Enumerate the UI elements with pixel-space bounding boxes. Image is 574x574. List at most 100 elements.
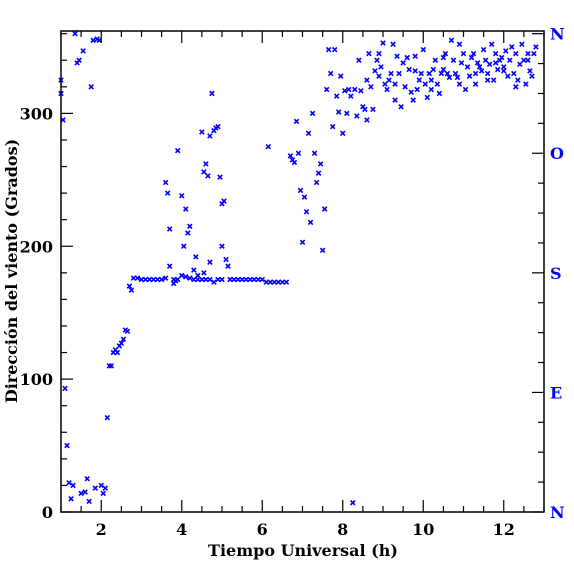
data-point [265, 143, 272, 150]
data-point [476, 64, 483, 70]
data-point [482, 57, 489, 63]
data-point [287, 153, 294, 159]
data-point [293, 118, 300, 125]
data-point [440, 66, 447, 73]
compass-label: O [550, 144, 564, 163]
data-point [76, 57, 82, 63]
data-point [468, 54, 475, 61]
data-point [319, 247, 326, 254]
data-point [458, 60, 465, 66]
data-point [183, 206, 189, 212]
data-point [472, 70, 479, 77]
data-point [315, 170, 322, 176]
data-point [221, 198, 227, 204]
data-point [412, 68, 418, 74]
data-point [201, 270, 207, 276]
data-point [126, 283, 133, 289]
data-point [100, 490, 107, 497]
axis-ticks [60, 31, 545, 513]
data-point [348, 93, 354, 99]
data-point [382, 81, 388, 87]
data-point [195, 272, 201, 279]
data-point [362, 106, 368, 113]
data-point [456, 81, 463, 87]
data-point [460, 50, 467, 57]
data-point [68, 495, 74, 502]
data-point [352, 86, 358, 93]
data-point [341, 88, 348, 94]
data-point [410, 97, 416, 103]
data-point [406, 66, 412, 73]
data-point [364, 77, 370, 83]
data-point [426, 70, 433, 77]
y-tick-labels: 0 100 200 300 [20, 104, 53, 522]
data-point [519, 41, 525, 48]
y-tick-label: 100 [20, 370, 53, 389]
data-point [432, 57, 439, 63]
data-point [124, 328, 131, 335]
data-point [166, 226, 173, 232]
data-point [507, 57, 513, 63]
data-point [199, 129, 205, 135]
data-point [72, 30, 78, 37]
data-point [517, 61, 523, 67]
data-point [500, 68, 507, 74]
data-point [466, 73, 473, 79]
data-point [180, 243, 187, 250]
data-point [335, 109, 342, 115]
data-point [64, 442, 70, 449]
data-point [442, 50, 449, 57]
data-point [356, 57, 362, 63]
data-point [120, 336, 127, 343]
x-tick-labels: 2 4 6 8 10 12 [96, 520, 515, 539]
data-point [259, 276, 266, 283]
data-point [86, 498, 92, 505]
data-point [438, 70, 445, 77]
data-point [207, 133, 213, 139]
data-point [303, 208, 310, 215]
x-tick-label: 8 [337, 520, 348, 539]
data-point [472, 81, 479, 87]
data-point [305, 130, 312, 137]
plot-frame [60, 30, 545, 513]
data-point [456, 41, 463, 48]
data-point [164, 190, 171, 196]
compass-label: E [550, 383, 562, 402]
data-point [402, 84, 408, 90]
data-point [366, 50, 372, 57]
data-point [525, 57, 531, 63]
x-tick-label: 2 [96, 520, 107, 539]
data-point [301, 194, 308, 200]
data-point [446, 74, 453, 81]
data-point [92, 485, 98, 491]
data-point [509, 44, 515, 50]
y-axis-title: Dirección del viento (Grados) [2, 139, 21, 403]
data-point [384, 86, 390, 93]
data-point [434, 81, 441, 87]
data-point [339, 130, 346, 137]
compass-label: N [550, 503, 565, 522]
data-point [102, 485, 109, 491]
data-point [378, 64, 384, 70]
data-point [90, 37, 96, 44]
data-point [299, 239, 306, 246]
data-point [450, 57, 457, 63]
data-point [412, 53, 418, 60]
data-point [511, 70, 517, 77]
data-point [494, 66, 501, 73]
data-point [368, 84, 374, 90]
data-point [454, 74, 461, 81]
data-point [325, 46, 332, 53]
data-point [311, 150, 318, 157]
data-point [346, 86, 352, 93]
data-point [313, 179, 320, 186]
data-point [527, 68, 533, 74]
data-point [327, 70, 334, 77]
x-tick-label: 12 [493, 520, 515, 539]
y-tick-label: 0 [42, 503, 53, 522]
data-point [440, 54, 447, 61]
data-point [128, 287, 135, 293]
data-point [178, 272, 185, 279]
data-point [430, 66, 437, 73]
